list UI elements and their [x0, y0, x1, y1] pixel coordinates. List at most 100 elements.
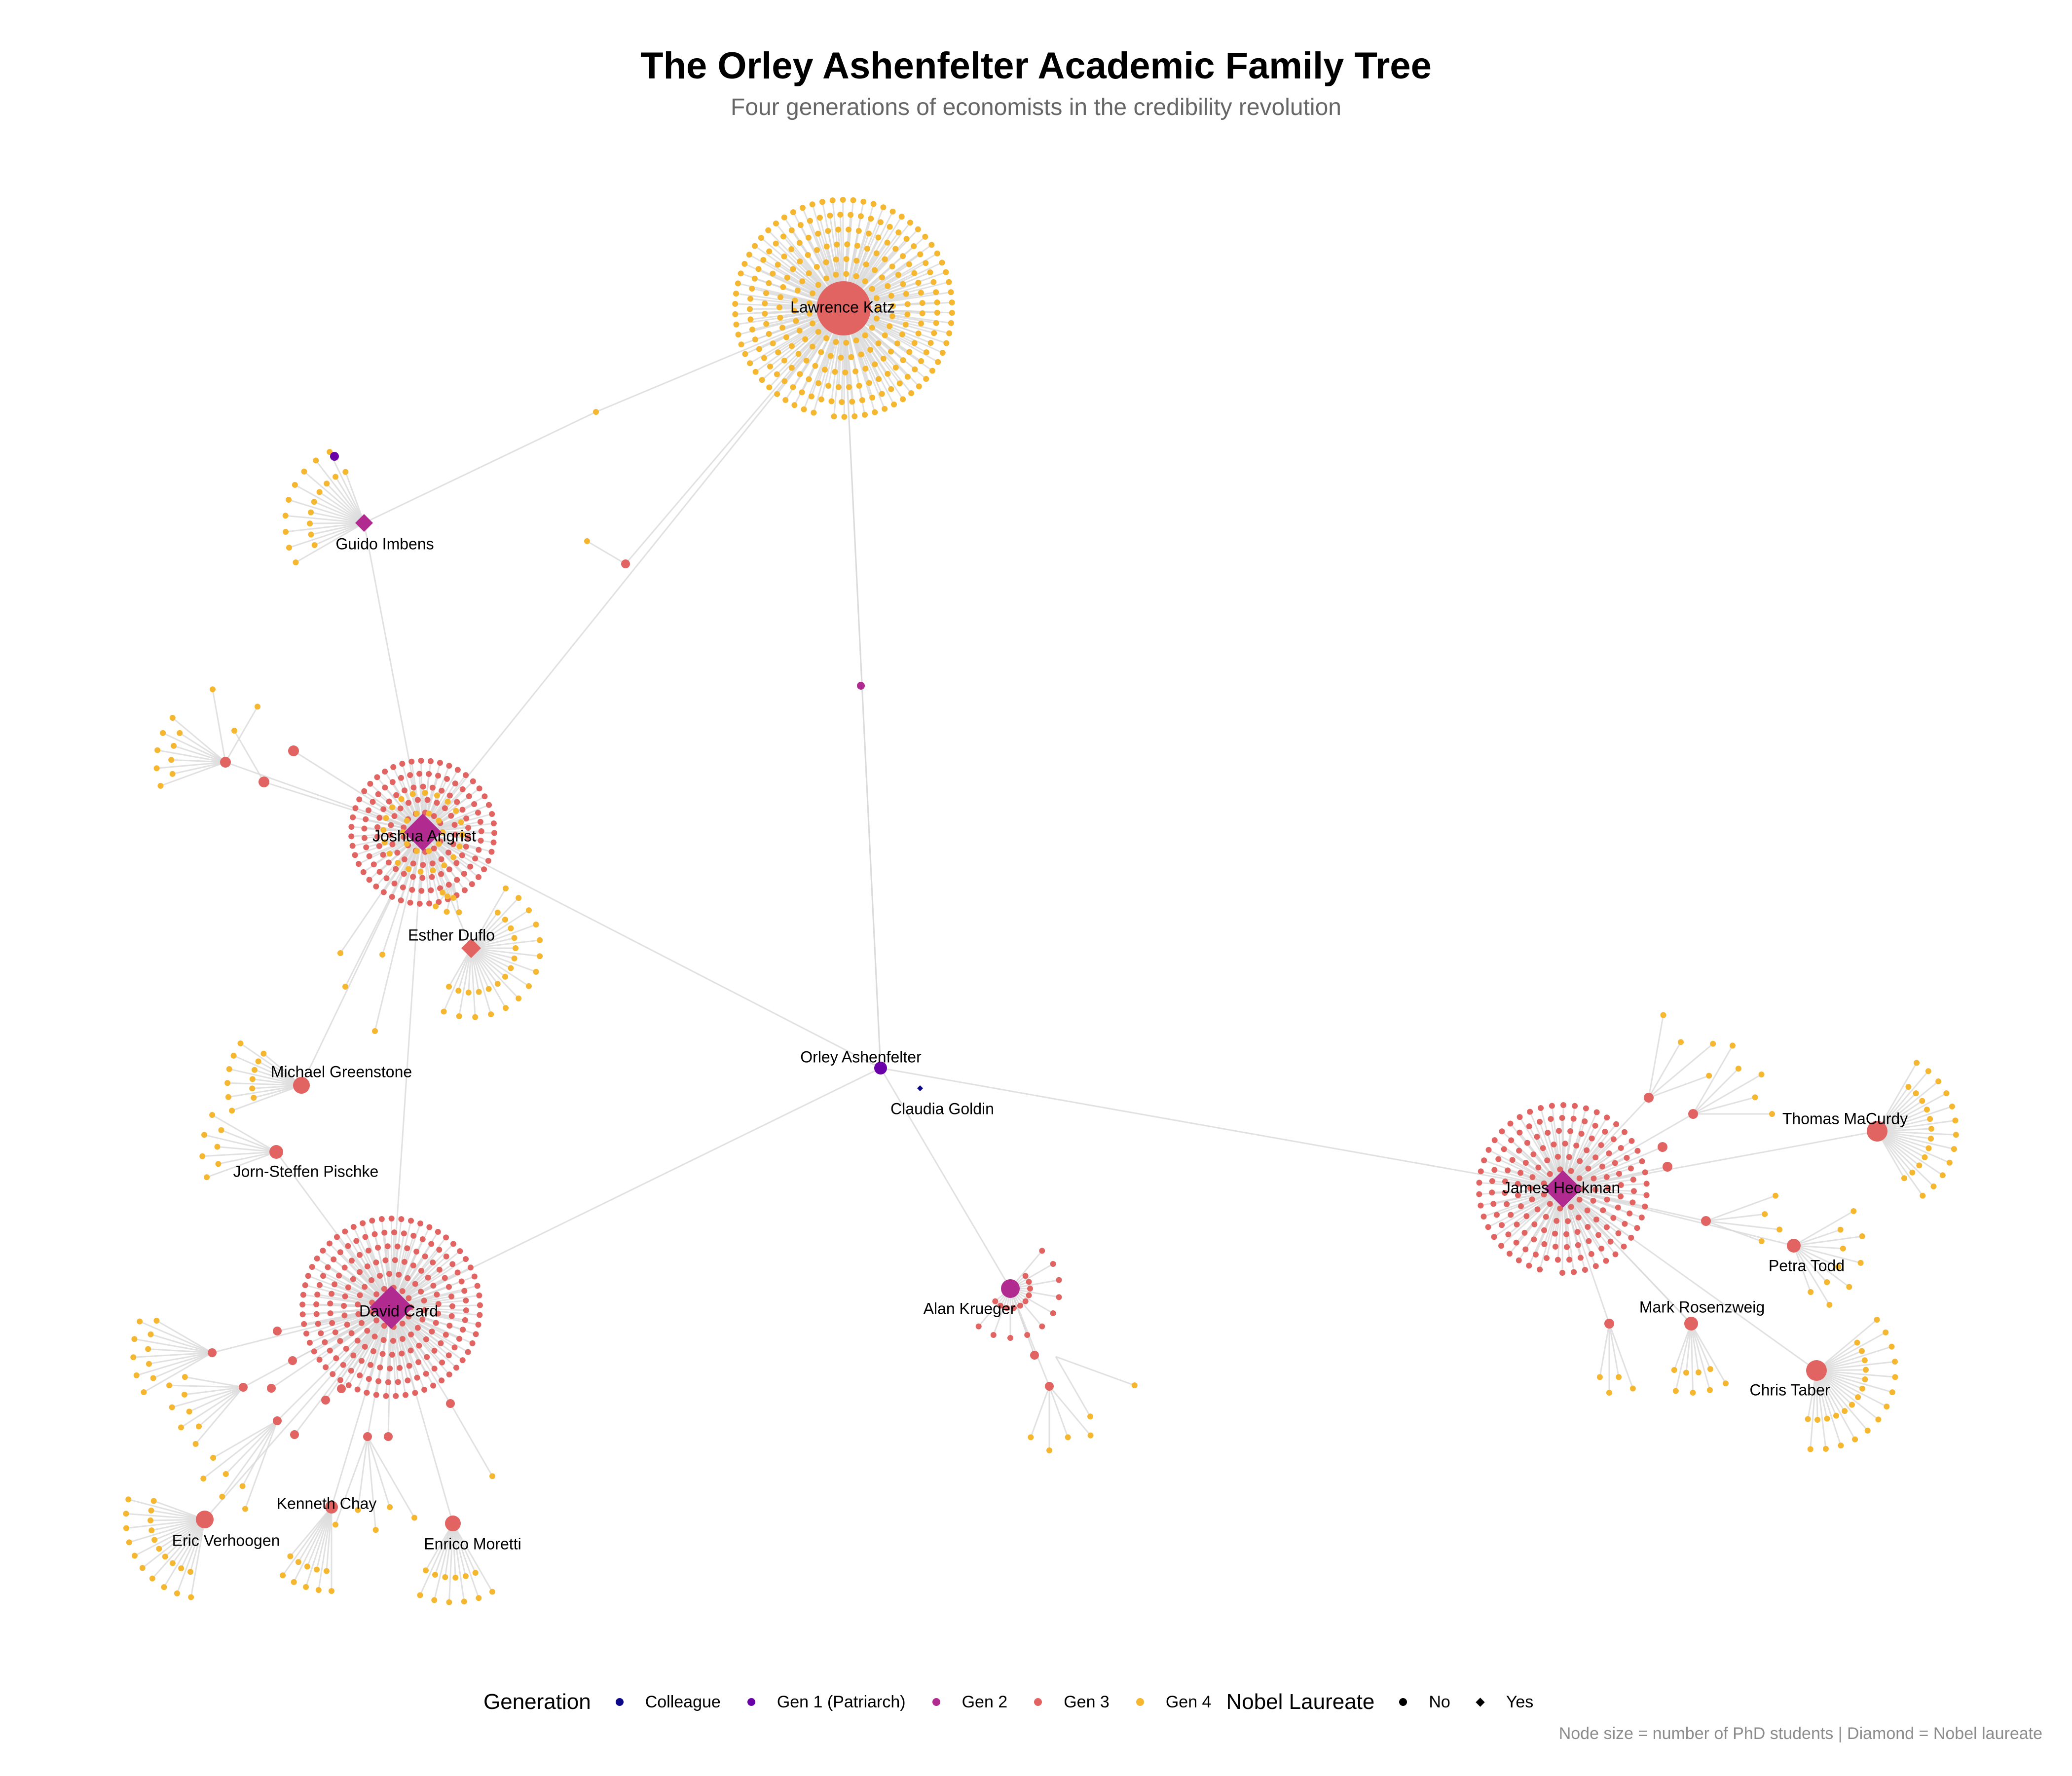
edge-line — [1815, 1370, 1868, 1431]
node-enrico-moretti — [445, 1516, 461, 1531]
student-node — [1545, 1130, 1551, 1136]
student-node — [490, 839, 497, 846]
student-node — [775, 261, 781, 268]
gen4-student-node — [379, 952, 385, 958]
student-node — [333, 1355, 339, 1362]
student-node — [815, 282, 821, 288]
edge-line — [1877, 1130, 1950, 1164]
student-node — [834, 241, 840, 248]
edge-line — [227, 1082, 302, 1086]
edge-line — [315, 460, 365, 523]
student-node — [453, 860, 460, 866]
edge-line — [1793, 1210, 1854, 1247]
edge-line — [134, 1338, 213, 1354]
edge-line — [222, 1420, 278, 1497]
student-node — [1527, 1109, 1533, 1115]
edge-line — [314, 501, 365, 524]
student-node — [373, 1291, 380, 1297]
student-node — [1538, 1105, 1544, 1111]
student-node — [439, 1377, 445, 1384]
student-node — [318, 1330, 324, 1336]
edge-line — [1810, 1370, 1817, 1449]
student-node — [381, 1323, 387, 1329]
edge-line — [295, 484, 365, 524]
student-node — [788, 343, 795, 349]
student-node — [1131, 1382, 1138, 1389]
edge-line — [151, 1519, 206, 1579]
student-node — [295, 1559, 301, 1565]
student-node — [1603, 1174, 1610, 1180]
student-node — [423, 1567, 429, 1574]
student-node — [345, 1284, 351, 1291]
student-node — [373, 1259, 379, 1265]
student-node — [823, 275, 829, 282]
gen1-node — [330, 452, 339, 461]
edge-line — [1692, 1068, 1739, 1115]
student-node — [892, 365, 899, 371]
student-node — [370, 1348, 376, 1354]
student-node — [1567, 1128, 1574, 1134]
student-node — [788, 365, 795, 371]
edge-line — [422, 308, 845, 833]
gen3-student-node — [337, 1384, 346, 1393]
edge-line — [202, 1151, 277, 1157]
student-node — [376, 814, 383, 821]
student-node — [1552, 1244, 1558, 1250]
edge-line — [218, 1151, 277, 1165]
student-node — [431, 1366, 438, 1372]
student-node — [935, 359, 941, 365]
legend-colleague-swatch — [615, 1698, 624, 1706]
student-node — [408, 1331, 414, 1337]
student-node — [401, 856, 407, 862]
edge-line — [452, 1523, 467, 1577]
node-layer — [123, 197, 1959, 1605]
student-node — [417, 1220, 424, 1226]
student-node — [169, 771, 176, 777]
edge-line — [1816, 1361, 1895, 1371]
edge-line — [325, 1307, 392, 1401]
student-node — [763, 321, 770, 327]
student-node — [1710, 1040, 1716, 1047]
student-node — [1562, 1141, 1568, 1147]
student-node — [459, 831, 465, 838]
label-joshua-angrist: Joshua Angrist — [372, 827, 476, 845]
student-node — [446, 1599, 452, 1605]
student-node — [367, 780, 373, 787]
student-node — [1478, 1168, 1484, 1175]
gen3-student-node — [267, 1384, 276, 1393]
student-node — [350, 1223, 357, 1230]
student-node — [410, 784, 417, 791]
student-node — [381, 1286, 387, 1292]
edge-line — [433, 1523, 454, 1600]
student-node — [1578, 1131, 1585, 1137]
student-node — [461, 887, 468, 893]
student-node — [856, 382, 862, 389]
student-node — [476, 785, 482, 792]
student-node — [1913, 1090, 1919, 1097]
student-node — [1628, 1165, 1634, 1172]
edge-line — [148, 1348, 213, 1354]
student-node — [392, 1257, 398, 1263]
student-node — [1596, 1374, 1603, 1380]
student-node — [463, 772, 469, 778]
student-node — [255, 703, 260, 710]
student-node — [1524, 1140, 1530, 1146]
student-node — [1607, 1238, 1614, 1245]
student-node — [181, 1391, 187, 1398]
student-node — [1593, 1109, 1600, 1115]
student-node — [849, 399, 855, 405]
label-michael-greenstone: Michael Greenstone — [271, 1063, 412, 1080]
student-node — [1577, 1255, 1584, 1261]
edge-line — [595, 307, 844, 413]
student-node — [1017, 1302, 1023, 1309]
student-node — [880, 204, 887, 211]
edge-line — [231, 1084, 302, 1111]
gen3-student-node — [1663, 1162, 1672, 1172]
student-node — [1927, 1135, 1934, 1142]
gen3-student-node — [220, 757, 231, 768]
student-node — [406, 800, 412, 806]
edge-line — [310, 512, 365, 524]
student-node — [453, 808, 459, 814]
student-node — [525, 983, 532, 989]
